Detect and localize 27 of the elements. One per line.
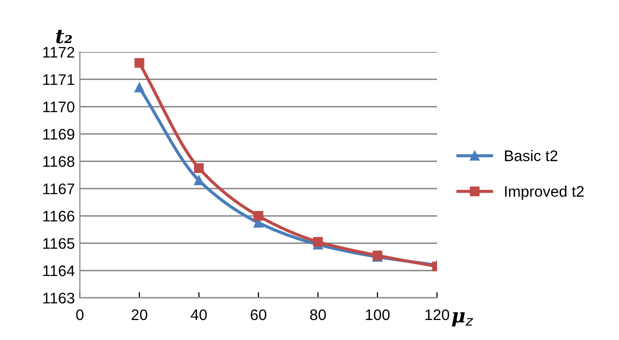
point <box>134 82 144 92</box>
x-tick-label: 20 <box>132 309 148 320</box>
y-tick-label: 1167 <box>43 183 74 194</box>
y-tick-label: 1168 <box>43 156 74 167</box>
x-tick-label: 40 <box>190 309 207 320</box>
point <box>134 58 144 68</box>
x-tick-label: 100 <box>366 309 390 320</box>
y-tick-label: 1170 <box>43 102 74 112</box>
point <box>194 176 204 186</box>
point <box>194 163 204 173</box>
y-tick-label: 1164 <box>43 265 75 276</box>
y-tick-label: 1163 <box>43 292 74 304</box>
x-tick-label: 120 <box>425 309 450 320</box>
legend-label: Improved t2 <box>505 186 584 200</box>
x-tick-label: 60 <box>250 309 266 320</box>
x-tick-label: 0 <box>76 309 84 320</box>
point <box>313 236 323 247</box>
y-tick-label: 1165 <box>43 238 74 249</box>
legend-label: Basic t2 <box>504 150 558 162</box>
point <box>254 211 264 221</box>
y-axis-title: t₂ <box>56 30 72 44</box>
y-tick-label: 1166 <box>43 210 74 222</box>
y-tick-label: 1169 <box>43 128 74 140</box>
y-tick-label: 1171 <box>43 74 74 85</box>
x-axis-title: μ$_{z}$ <box>452 312 474 326</box>
x-tick-label: 80 <box>310 309 326 320</box>
y-tick-label: 1172 <box>43 46 74 58</box>
